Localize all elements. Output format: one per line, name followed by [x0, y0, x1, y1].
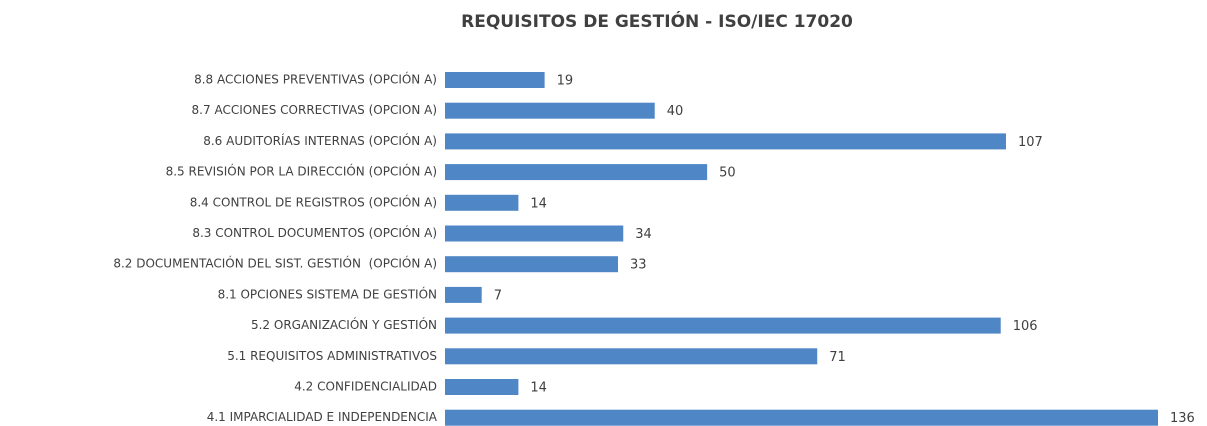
- category-label: 8.7 ACCIONES CORRECTIVAS (OPCION A): [192, 103, 437, 117]
- bar: [445, 256, 619, 273]
- category-label: 8.8 ACCIONES PREVENTIVAS (OPCIÓN A): [194, 72, 437, 87]
- data-label: 33: [630, 258, 647, 273]
- category-label: 4.2 CONFIDENCIALIDAD: [294, 380, 437, 394]
- chart-title: REQUISITOS DE GESTIÓN - ISO/IEC 17020: [461, 10, 853, 32]
- bar: [445, 317, 1001, 334]
- bar: [445, 102, 655, 119]
- data-label: 19: [557, 74, 574, 89]
- data-label: 106: [1013, 319, 1038, 334]
- bar: [445, 379, 519, 395]
- data-label: 71: [829, 350, 846, 365]
- data-label: 34: [635, 227, 652, 242]
- bar: [445, 133, 1006, 150]
- bar: [445, 194, 519, 211]
- data-label: 14: [530, 196, 547, 211]
- category-label: 8.2 DOCUMENTACIÓN DEL SIST. GESTIÓN (OPC…: [113, 256, 437, 271]
- category-label: 5.1 REQUISITOS ADMINISTRATIVOS: [227, 349, 437, 363]
- category-label: 8.5 REVISIÓN POR LA DIRECCIÓN (OPCIÓN A): [166, 164, 437, 179]
- data-label: 7: [494, 288, 502, 303]
- bar: [445, 286, 482, 303]
- category-label: 8.6 AUDITORÍAS INTERNAS (OPCIÓN A): [203, 133, 437, 148]
- category-label: 8.1 OPCIONES SISTEMA DE GESTIÓN: [218, 286, 437, 301]
- data-label: 50: [719, 166, 736, 181]
- bar: [445, 164, 708, 181]
- bar: [445, 409, 1158, 426]
- category-label: 8.4 CONTROL DE REGISTROS (OPCIÓN A): [190, 194, 437, 209]
- data-label: 107: [1018, 135, 1043, 150]
- data-label: 40: [667, 104, 684, 119]
- bar: [445, 72, 545, 88]
- category-label: 4.1 IMPARCIALIDAD E INDEPENDENCIA: [207, 410, 438, 424]
- data-label: 136: [1170, 411, 1195, 426]
- category-label: 8.3 CONTROL DOCUMENTOS (OPCIÓN A): [192, 225, 437, 240]
- category-label: 5.2 ORGANIZACIÓN Y GESTIÓN: [251, 317, 437, 332]
- data-label: 14: [530, 381, 547, 396]
- bar: [445, 348, 818, 365]
- bar: [445, 225, 624, 242]
